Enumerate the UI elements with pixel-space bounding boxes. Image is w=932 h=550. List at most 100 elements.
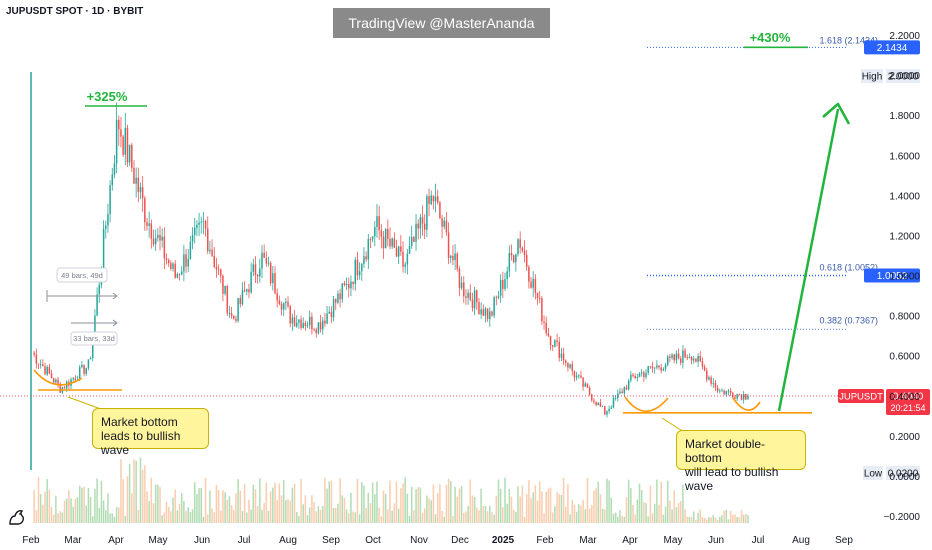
candle-body (304, 323, 307, 327)
candle-body (415, 223, 417, 242)
volume-bar (272, 487, 274, 523)
x-tick-label: Jun (194, 535, 210, 546)
candle-body (703, 366, 706, 371)
candle-body (410, 237, 413, 247)
volume-bar (593, 490, 595, 523)
volume-bar (252, 484, 255, 523)
volume-bar (315, 511, 317, 523)
volume-bar (246, 512, 248, 523)
candle-body (380, 230, 383, 237)
candle-body (558, 341, 560, 358)
volume-bar (48, 489, 51, 523)
volume-bar (604, 509, 606, 523)
candle-body (282, 303, 285, 310)
volume-bar (571, 500, 574, 523)
volume-bar (196, 493, 198, 523)
candle-body (98, 284, 101, 295)
volume-bar (716, 519, 719, 523)
volume-bar (634, 514, 636, 523)
candle-body (217, 269, 220, 271)
x-tick-label: Jul (752, 535, 765, 546)
candle-body (224, 285, 226, 294)
volume-bar (259, 478, 261, 523)
volume-bar (350, 492, 352, 523)
volume-bar (688, 517, 691, 523)
volume-bar (532, 492, 534, 523)
volume-bar (230, 505, 233, 523)
candle-body (191, 234, 194, 242)
volume-bar (439, 484, 441, 523)
candle-body (627, 380, 630, 390)
candle-body (480, 309, 482, 315)
candle-body (521, 247, 524, 251)
x-tick-label: Sep (835, 535, 853, 546)
candle-body (714, 382, 717, 388)
volume-bar (380, 516, 383, 523)
volume-bar (738, 517, 741, 523)
volume-bar (580, 505, 582, 523)
candle-body (222, 275, 224, 294)
volume-bar (274, 482, 276, 523)
volume-bar (549, 487, 552, 523)
volume-bar (44, 491, 46, 523)
volume-bar (217, 489, 220, 523)
candle-body (504, 279, 506, 289)
candle-body (512, 255, 515, 263)
y-tick-label: 1.2000 (889, 231, 920, 242)
candle-body (363, 256, 365, 264)
volume-bar (263, 503, 265, 523)
callout-left-line-1: Market bottom (101, 415, 178, 429)
volume-bar (152, 503, 155, 523)
candle-body (235, 318, 237, 321)
volume-bar (261, 509, 263, 523)
candle-body (400, 246, 402, 252)
candle-body (163, 236, 166, 259)
volume-bar (606, 478, 608, 523)
volume-bar (413, 510, 415, 523)
volume-bar (402, 483, 404, 523)
candle-body (154, 238, 157, 245)
candle-body (105, 225, 107, 229)
candle-body (200, 221, 202, 223)
overlays: 1.618 (2.1434) 0.618 (1.0052) 0.382 (0.736… (0, 30, 930, 480)
volume-bar (619, 510, 621, 523)
candle-body (556, 340, 558, 342)
volume-bar (321, 506, 324, 523)
volume-bar (673, 490, 675, 523)
volume-bar (233, 509, 235, 523)
candle-body (673, 354, 675, 361)
candle-body (384, 229, 387, 249)
volume-bar (343, 497, 346, 523)
candle-body (486, 308, 489, 320)
volume-bar (578, 504, 580, 523)
volume-bar (37, 477, 40, 523)
candle-body (599, 402, 602, 407)
volume-bar (345, 509, 348, 523)
volume-bar (480, 488, 482, 523)
candle-body (37, 363, 40, 365)
candle-body (78, 367, 81, 381)
volume-bar (512, 509, 515, 523)
volume-bar (389, 480, 391, 523)
volume-bar (558, 494, 560, 523)
candle-body (449, 255, 452, 258)
low-label: Low (864, 468, 883, 479)
volume-bar (287, 499, 289, 523)
candle-body (417, 223, 419, 229)
volume-bar (198, 488, 200, 523)
volume-bar (295, 512, 298, 523)
candle-body (469, 292, 472, 300)
tradingview-logo-icon[interactable] (6, 505, 28, 527)
volume-bar (536, 500, 539, 523)
volume-bar (365, 507, 367, 523)
volume-bar (538, 481, 541, 523)
candle-body (269, 262, 272, 283)
candle-body (382, 236, 385, 249)
volume-bar (378, 507, 380, 523)
candle-body (439, 202, 441, 219)
candle-body (122, 136, 124, 155)
candle-body (395, 247, 398, 257)
volume-bar (651, 513, 654, 523)
candle-body (89, 358, 92, 360)
